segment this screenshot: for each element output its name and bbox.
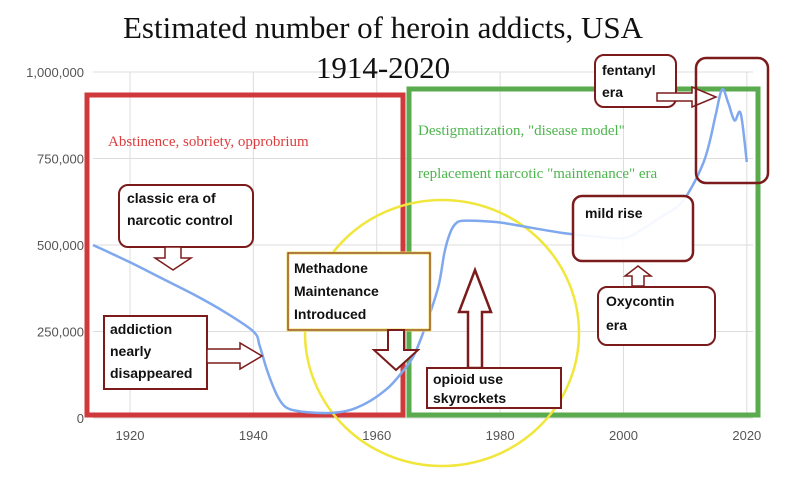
highlight-circle	[303, 198, 581, 468]
y-tick-label: 500,000	[37, 238, 84, 253]
x-tick-label: 2000	[609, 428, 638, 443]
methadone-text-2: Maintenance	[294, 283, 379, 299]
classic-era-down-arrow	[152, 246, 194, 271]
opioid-callout	[426, 367, 562, 409]
chart-title-line1: Estimated number of heroin addicts, USA	[123, 10, 644, 45]
opioid-up-arrow	[457, 266, 493, 370]
fentanyl-right-arrow	[656, 85, 718, 109]
x-tick-label: 1980	[486, 428, 515, 443]
y-tick-label: 250,000	[37, 325, 84, 340]
oxycontin-up-arrow	[622, 265, 654, 287]
x-tick-label: 1940	[239, 428, 268, 443]
methadone-text-1: Methadone	[294, 260, 368, 276]
oxycontin-text-2: era	[606, 317, 627, 333]
y-tick-label: 0	[77, 411, 84, 426]
mild-rise-callout	[571, 194, 695, 263]
series-line-heroin-addicts	[92, 87, 749, 415]
addiction-text-3: disappeared	[110, 365, 192, 381]
oxycontin-text-1: Oxycontin	[606, 293, 674, 309]
oxycontin-callout	[597, 286, 716, 346]
opioid-text-1: opioid use	[433, 371, 503, 387]
classic-era-text-1: classic era of	[127, 190, 216, 206]
fentanyl-text-1: fentanyl	[602, 62, 656, 78]
addiction-callout	[103, 315, 208, 390]
abstinence-era-label: Abstinence, sobriety, opprobrium	[108, 134, 309, 150]
fentanyl-peak-highlight	[694, 56, 770, 185]
y-tick-label: 750,000	[37, 152, 84, 167]
x-tick-label: 2020	[732, 428, 761, 443]
fentanyl-callout	[594, 54, 677, 108]
x-tick-label: 1920	[116, 428, 145, 443]
fentanyl-text-2: era	[602, 84, 623, 100]
tick-labels: 0 250,000 500,000 750,000 1,000,000 1920 1940 1…	[26, 65, 761, 443]
methadone-callout-inner-border	[287, 252, 431, 331]
chart-title-line2: 1914-2020	[316, 50, 450, 85]
classic-era-text-2: narcotic control	[127, 212, 233, 228]
addiction-right-arrow	[206, 341, 264, 371]
methadone-down-arrow	[371, 329, 421, 372]
mild-rise-text: mild rise	[585, 205, 643, 221]
x-tick-label: 1960	[362, 428, 391, 443]
addiction-text-1: addiction	[110, 321, 172, 337]
classic-era-callout	[118, 184, 254, 248]
replacement-era-label: replacement narcotic "maintenance" era	[418, 166, 658, 182]
methadone-text-3: Introduced	[294, 306, 366, 322]
opioid-text-2: skyrockets	[433, 390, 506, 406]
destigmatization-label: Destigmatization, "disease model"	[418, 123, 625, 139]
addiction-text-2: nearly	[110, 343, 151, 359]
y-tick-label: 1,000,000	[26, 65, 84, 80]
